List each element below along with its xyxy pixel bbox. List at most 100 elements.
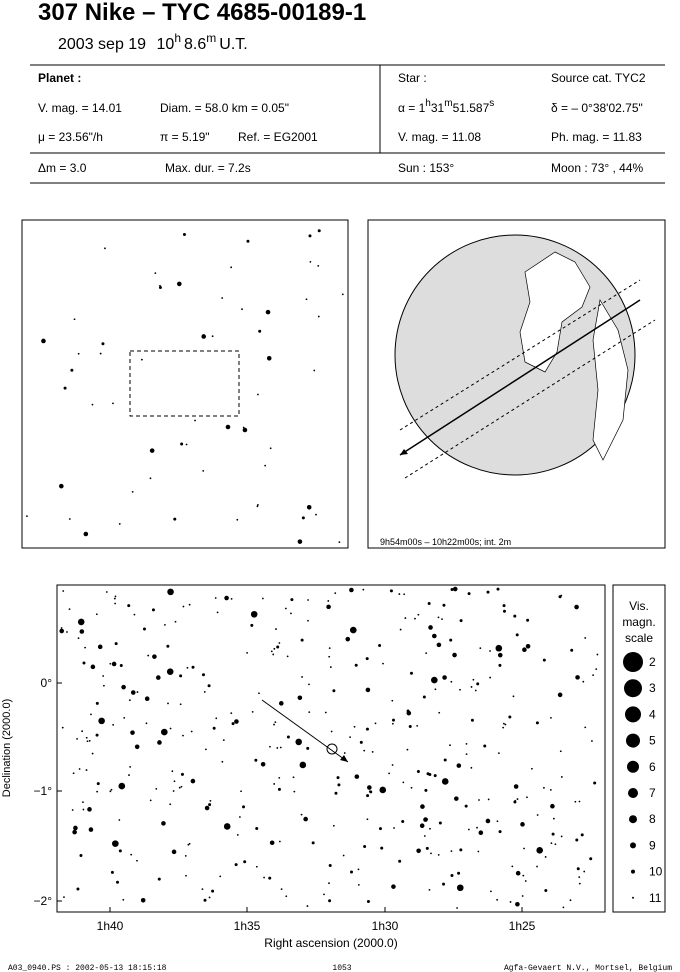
star <box>66 631 68 633</box>
star <box>77 637 80 640</box>
star <box>459 619 463 623</box>
star <box>337 783 341 787</box>
star <box>401 820 405 824</box>
star <box>142 627 146 631</box>
star <box>251 711 254 713</box>
star <box>191 665 195 669</box>
star <box>379 786 387 794</box>
star <box>427 602 431 606</box>
star <box>520 822 525 827</box>
star <box>292 776 295 779</box>
star <box>536 865 538 868</box>
star <box>366 794 370 798</box>
star <box>173 517 177 521</box>
star <box>574 604 579 610</box>
star <box>549 789 552 791</box>
star <box>476 682 480 686</box>
star <box>118 849 122 853</box>
star <box>297 695 303 701</box>
star <box>456 763 462 768</box>
star <box>476 826 478 829</box>
scale-title: magn. <box>622 615 655 629</box>
star <box>502 604 506 608</box>
star <box>164 623 166 626</box>
star <box>575 675 580 680</box>
star <box>425 652 428 654</box>
star <box>297 539 303 544</box>
star <box>478 799 480 801</box>
star <box>180 785 183 788</box>
star <box>315 513 317 516</box>
star <box>389 589 393 593</box>
star <box>526 796 528 799</box>
star <box>188 603 191 606</box>
star <box>332 824 335 827</box>
star <box>591 740 593 742</box>
star <box>90 713 92 716</box>
star <box>552 817 555 820</box>
star <box>96 790 99 793</box>
star <box>207 684 211 688</box>
star <box>442 675 447 680</box>
star <box>273 723 275 726</box>
dmag: Δm = 3.0 <box>38 161 87 175</box>
star <box>241 308 243 311</box>
star <box>437 616 440 619</box>
star <box>378 643 382 647</box>
planet-vmag: V. mag. = 14.01 <box>38 101 122 115</box>
star <box>420 804 425 809</box>
hour: 10 <box>157 36 175 53</box>
star <box>474 689 477 692</box>
star <box>467 828 470 831</box>
star <box>592 674 595 677</box>
frame <box>612 584 666 913</box>
star <box>73 825 78 831</box>
star <box>240 790 242 793</box>
star <box>250 610 258 618</box>
frame <box>367 219 666 549</box>
star <box>391 722 394 725</box>
star <box>144 696 150 701</box>
star <box>278 701 284 706</box>
star <box>275 628 277 630</box>
star <box>596 653 599 656</box>
star <box>273 783 276 785</box>
star <box>338 541 341 544</box>
star <box>424 788 428 792</box>
planet-parallax: π = 5.19" <box>160 130 210 144</box>
star <box>208 896 211 899</box>
star <box>595 668 598 671</box>
star <box>329 666 332 668</box>
star <box>449 744 451 747</box>
star <box>575 838 579 842</box>
star <box>497 652 503 658</box>
star <box>86 740 89 743</box>
star-ra: α = 1h31m51.587s <box>398 98 494 115</box>
star <box>105 591 108 593</box>
star <box>182 605 185 608</box>
star <box>284 607 287 610</box>
star-phmag: Ph. mag. = 11.83 <box>551 130 642 144</box>
star <box>130 730 135 735</box>
star <box>363 845 367 849</box>
star <box>465 742 468 745</box>
scale-star <box>624 679 642 698</box>
star-source: Source cat. TYC2 <box>551 71 646 85</box>
star <box>502 722 505 725</box>
star <box>256 505 259 508</box>
star <box>136 691 139 693</box>
star <box>278 840 281 843</box>
star <box>426 772 430 776</box>
star <box>209 799 212 802</box>
star <box>508 715 512 719</box>
star <box>305 298 308 301</box>
star <box>276 747 279 749</box>
star <box>350 870 354 874</box>
star <box>63 896 65 899</box>
star <box>308 683 310 686</box>
star <box>489 676 492 679</box>
star <box>423 835 426 837</box>
star <box>300 638 304 642</box>
ra-unit: m <box>444 98 452 109</box>
star <box>408 725 412 729</box>
